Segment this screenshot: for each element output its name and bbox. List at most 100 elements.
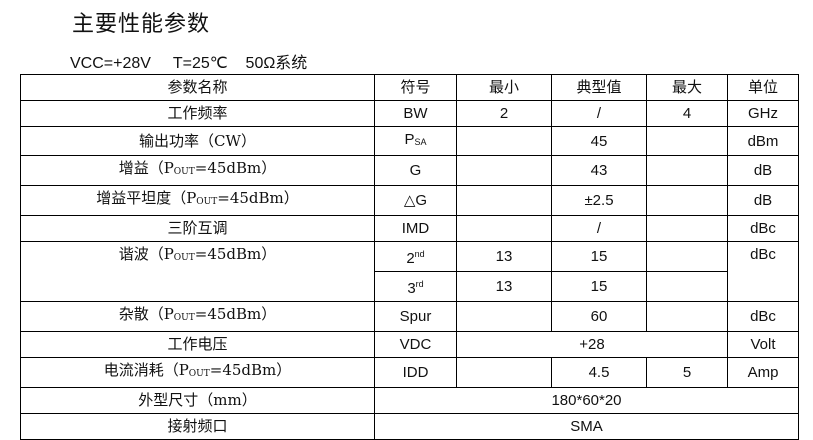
unit: dB	[727, 155, 799, 186]
table-header: 参数名称 符号 最小 典型值 最大 单位	[20, 74, 799, 101]
symbol-sup: rd	[415, 279, 424, 289]
max	[646, 271, 728, 302]
param-name: 增益（POUT=45dBm）	[20, 155, 375, 186]
header-cell: 参数名称	[20, 74, 375, 101]
table-row: 3rd 13 15	[21, 271, 799, 302]
symbol: IDD	[374, 357, 457, 388]
header-cell: 最小	[456, 74, 552, 101]
header-cell: 最大	[646, 74, 728, 101]
name-post: =45dBm）	[194, 245, 277, 263]
min	[456, 126, 552, 156]
min: 13	[456, 271, 552, 302]
name-sub: OUT	[173, 313, 195, 323]
max	[646, 126, 728, 156]
name-pre: 增益平坦度（P	[96, 189, 197, 207]
symbol: 3rd	[374, 271, 457, 302]
table-row: 增益平坦度（POUT=45dBm） △G ±2.5 dB	[20, 185, 799, 216]
name-pre: 谐波（P	[118, 245, 174, 263]
table-row: 谐波（POUT=45dBm） 2nd 13 15 dBc	[20, 241, 799, 302]
min	[456, 357, 552, 388]
param-name: 外型尺寸（mm）	[20, 387, 375, 414]
table-row: 增益（POUT=45dBm） G 43 dB	[20, 155, 799, 186]
max: 5	[646, 357, 728, 388]
typ: ±2.5	[551, 185, 647, 216]
max	[646, 241, 728, 272]
symbol: 2nd	[374, 241, 457, 272]
min	[456, 185, 552, 216]
table-row: 接射频口 SMA	[20, 413, 799, 440]
name-post: =45dBm）	[194, 305, 277, 323]
name-pre: 增益（P	[118, 159, 174, 177]
value: SMA	[374, 413, 799, 440]
max	[646, 155, 728, 186]
symbol: Spur	[374, 301, 457, 332]
min	[456, 155, 552, 186]
max: 4	[646, 100, 728, 127]
header-cell: 单位	[727, 74, 799, 101]
name-sub: OUT	[188, 369, 210, 379]
param-name: 增益平坦度（POUT=45dBm）	[20, 185, 375, 216]
name-pre: 杂散（P	[118, 305, 174, 323]
unit: dBc	[727, 241, 799, 302]
name-sub: OUT	[173, 167, 195, 177]
symbol: BW	[374, 100, 457, 127]
symbol-base: 3	[407, 280, 416, 297]
value: +28	[456, 331, 728, 358]
unit: dB	[727, 185, 799, 216]
symbol: VDC	[374, 331, 457, 358]
value: 180*60*20	[374, 387, 799, 414]
typ: 45	[551, 126, 647, 156]
name-sub: OUT	[173, 253, 195, 263]
table-row: 外型尺寸（mm） 180*60*20	[20, 387, 799, 414]
param-name: 杂散（POUT=45dBm）	[20, 301, 375, 332]
table-row: 三阶互调 IMD / dBc	[20, 215, 799, 242]
typ: 60	[551, 301, 647, 332]
symbol: PSA	[374, 126, 457, 156]
max	[646, 215, 728, 242]
symbol: G	[374, 155, 457, 186]
unit: dBc	[727, 215, 799, 242]
name-post: =45dBm）	[217, 189, 299, 207]
symbol-base: P	[404, 131, 415, 148]
param-name: 工作电压	[20, 331, 375, 358]
typ: 4.5	[551, 357, 647, 388]
unit: Volt	[727, 331, 799, 358]
param-name: 谐波（POUT=45dBm）	[20, 241, 375, 302]
param-name: 三阶互调	[20, 215, 375, 242]
header-cell: 典型值	[551, 74, 647, 101]
symbol: IMD	[374, 215, 457, 242]
test-conditions: VCC=+28V T=25℃ 50Ω系统	[70, 55, 308, 72]
min: 2	[456, 100, 552, 127]
name-post: =45dBm）	[194, 159, 277, 177]
symbol-base: 2	[406, 250, 415, 267]
param-name: 工作频率	[20, 100, 375, 127]
table-row: 工作电压 VDC +28 Volt	[20, 331, 799, 358]
param-name: 电流消耗（POUT=45dBm）	[20, 357, 375, 388]
unit: dBc	[727, 301, 799, 332]
table-row: 杂散（POUT=45dBm） Spur 60 dBc	[20, 301, 799, 332]
typ: /	[551, 100, 647, 127]
typ: /	[551, 215, 647, 242]
min: 13	[456, 241, 552, 272]
typ: 15	[551, 241, 647, 272]
param-name: 输出功率（CW）	[20, 126, 375, 156]
symbol-sup: nd	[414, 249, 425, 259]
typ: 43	[551, 155, 647, 186]
param-name: 接射频口	[20, 413, 375, 440]
symbol: △G	[374, 185, 457, 216]
unit: Amp	[727, 357, 799, 388]
min	[456, 301, 552, 332]
page-title: 主要性能参数	[72, 12, 211, 37]
min	[456, 215, 552, 242]
header-cell: 符号	[374, 74, 457, 101]
max	[646, 301, 728, 332]
name-sub: OUT	[196, 197, 218, 207]
performance-table: 参数名称 符号 最小 典型值 最大 单位 工作频率 BW 2 / 4 GHz 输…	[20, 74, 799, 440]
name-pre: 电流消耗（P	[103, 361, 189, 379]
unit: GHz	[727, 100, 799, 127]
symbol-sub: SA	[414, 137, 427, 147]
table-row: 电流消耗（POUT=45dBm） IDD 4.5 5 Amp	[20, 357, 799, 388]
unit: dBm	[727, 126, 799, 156]
max	[646, 185, 728, 216]
typ: 15	[551, 271, 647, 302]
